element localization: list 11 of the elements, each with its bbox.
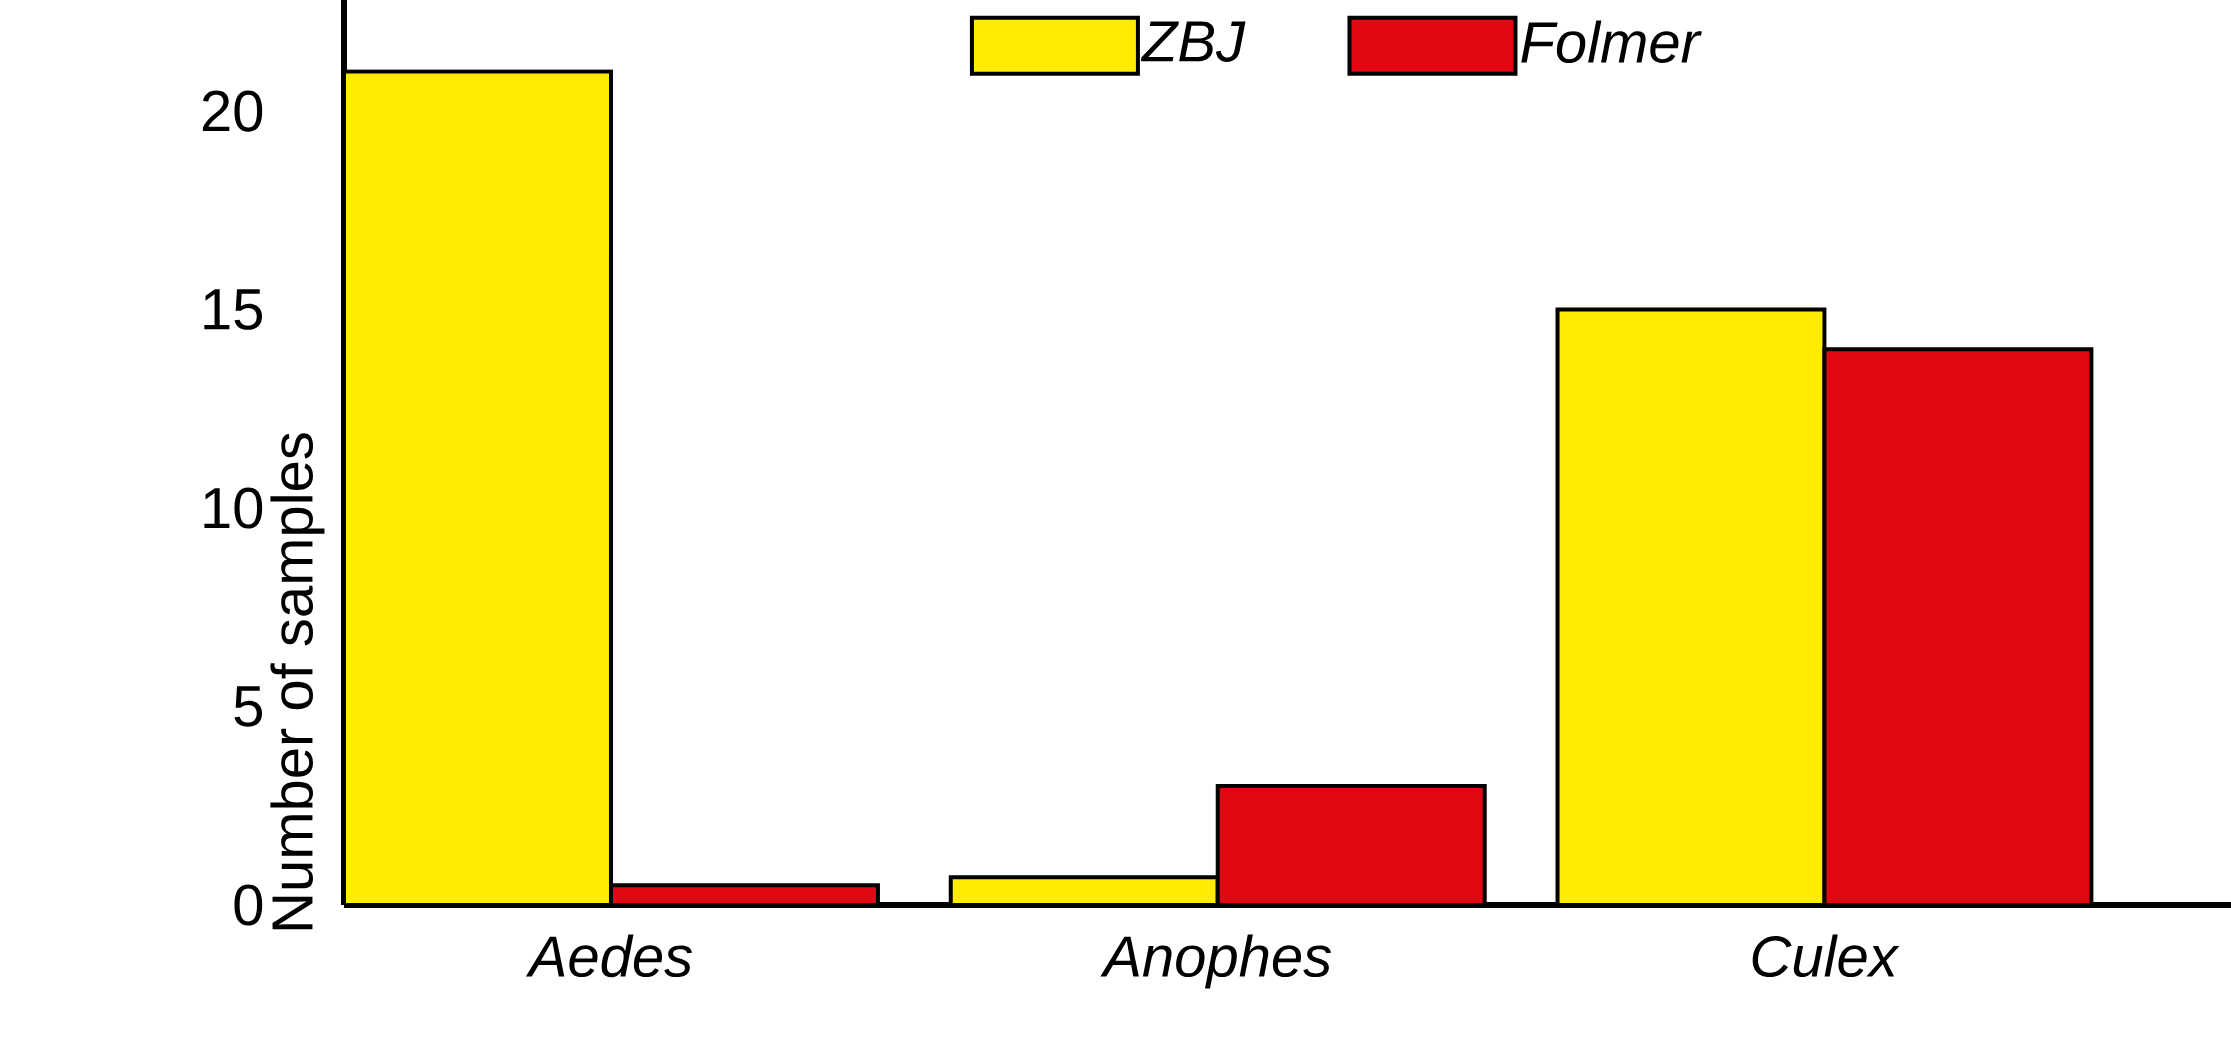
legend-label: ZBJ bbox=[1140, 21, 1246, 62]
y-axis-title: Number of samples bbox=[270, 433, 325, 930]
x-tick-label: Culex bbox=[1752, 934, 1900, 978]
y-tick-label: 0 bbox=[234, 884, 263, 926]
y-tick-label: 5 bbox=[234, 686, 263, 727]
x-tick-label: Anophes bbox=[1100, 934, 1331, 989]
x-tick-label: Aedes bbox=[525, 934, 692, 978]
legend-label: Folmer bbox=[1521, 20, 1702, 63]
y-tick-label: 10 bbox=[204, 487, 263, 529]
y-tick-label: 15 bbox=[204, 289, 263, 330]
y-tick-label: 20 bbox=[202, 90, 263, 132]
